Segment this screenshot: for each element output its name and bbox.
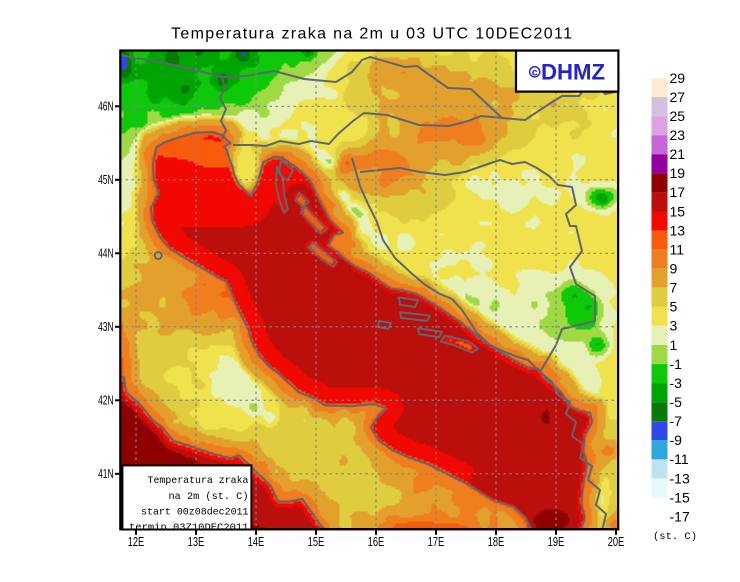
svg-text:-1: -1 xyxy=(670,356,683,372)
svg-text:-15: -15 xyxy=(670,489,690,505)
svg-text:17: 17 xyxy=(670,184,686,200)
svg-text:18E: 18E xyxy=(488,535,505,549)
svg-text:21: 21 xyxy=(670,146,686,162)
svg-text:termin 03Z10DEC2011: termin 03Z10DEC2011 xyxy=(129,522,249,534)
svg-text:15E: 15E xyxy=(308,535,325,549)
svg-text:11: 11 xyxy=(670,241,685,257)
svg-text:-17: -17 xyxy=(670,508,690,524)
svg-text:13: 13 xyxy=(670,222,686,238)
svg-text:(st. C): (st. C) xyxy=(653,531,697,543)
svg-text:5: 5 xyxy=(670,299,678,315)
svg-text:29: 29 xyxy=(670,70,686,86)
svg-text:14E: 14E xyxy=(248,535,265,549)
svg-text:Temperatura zraka na 2m u 03 U: Temperatura zraka na 2m u 03 UTC 10DEC20… xyxy=(171,26,572,43)
svg-text:7: 7 xyxy=(670,280,678,296)
svg-text:25: 25 xyxy=(670,108,686,124)
svg-text:41N: 41N xyxy=(98,467,114,481)
svg-text:1: 1 xyxy=(670,337,678,353)
svg-text:44N: 44N xyxy=(98,247,114,261)
svg-text:na 2m (st. C): na 2m (st. C) xyxy=(169,491,249,503)
svg-text:-11: -11 xyxy=(670,451,689,467)
svg-text:42N: 42N xyxy=(98,394,114,408)
svg-text:19E: 19E xyxy=(548,535,565,549)
svg-text:3: 3 xyxy=(670,318,678,334)
svg-text:9: 9 xyxy=(670,261,678,277)
svg-text:15: 15 xyxy=(670,203,686,219)
svg-text:20E: 20E xyxy=(608,535,625,549)
svg-text:45N: 45N xyxy=(98,173,114,187)
svg-text:-13: -13 xyxy=(670,470,690,486)
svg-text:17E: 17E xyxy=(428,535,445,549)
svg-text:DHMZ: DHMZ xyxy=(541,60,605,85)
svg-text:27: 27 xyxy=(670,89,686,105)
svg-text:-7: -7 xyxy=(670,413,683,429)
svg-text:13E: 13E xyxy=(188,535,205,549)
svg-text:12E: 12E xyxy=(128,535,145,549)
svg-text:-5: -5 xyxy=(670,394,683,410)
svg-text:43N: 43N xyxy=(98,320,114,334)
svg-text:16E: 16E xyxy=(368,535,385,549)
svg-text:-9: -9 xyxy=(670,432,683,448)
svg-text:46N: 46N xyxy=(98,100,114,114)
svg-text:-3: -3 xyxy=(670,375,683,391)
svg-text:19: 19 xyxy=(670,165,686,181)
svg-text:23: 23 xyxy=(670,127,686,143)
svg-text:c: c xyxy=(532,67,538,79)
svg-text:Temperatura zraka: Temperatura zraka xyxy=(148,475,249,487)
svg-text:start 00z08dec2011: start 00z08dec2011 xyxy=(141,507,249,519)
